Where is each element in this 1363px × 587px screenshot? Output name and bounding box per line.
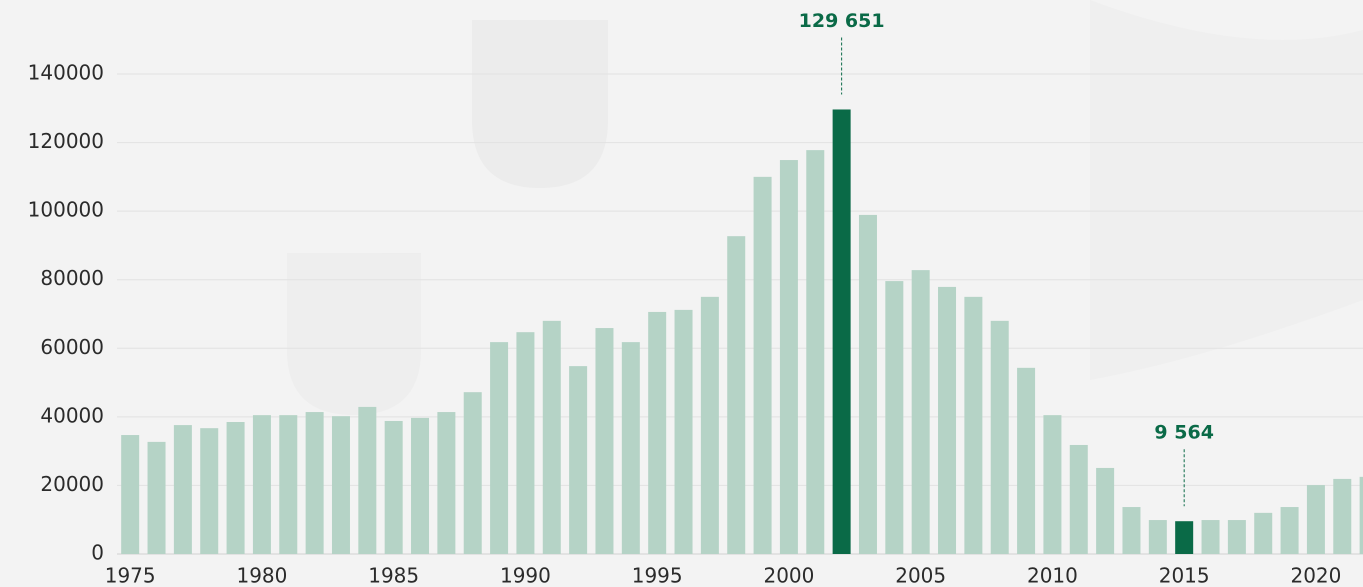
y-tick-label: 20000 <box>40 472 104 496</box>
bar <box>1017 368 1035 554</box>
bar <box>833 109 851 554</box>
bar <box>1228 520 1246 554</box>
bar <box>780 160 798 554</box>
bar <box>622 342 640 554</box>
bar <box>490 342 508 554</box>
bar <box>701 297 719 554</box>
bar <box>859 215 877 554</box>
bar <box>727 236 745 554</box>
bar <box>411 418 429 554</box>
bar <box>1122 507 1140 554</box>
value-label: 9 564 <box>1154 422 1214 444</box>
bar <box>885 281 903 554</box>
bar <box>332 416 350 554</box>
bar <box>648 312 666 554</box>
bar <box>1043 415 1061 554</box>
bar <box>991 321 1009 554</box>
bar <box>912 270 930 554</box>
bar <box>437 412 455 554</box>
bar <box>174 425 192 554</box>
bar <box>1333 479 1351 554</box>
bar <box>1254 513 1272 554</box>
bar <box>1175 521 1193 554</box>
chart: 0 20000 40000 60000 80000 100000 120000 140000 1… <box>0 0 1363 587</box>
bar <box>1202 520 1220 554</box>
bar <box>227 422 245 554</box>
x-tick-label: 2000 <box>763 564 814 587</box>
y-tick-label: 60000 <box>40 335 104 359</box>
bar <box>358 407 376 554</box>
bar <box>279 415 297 554</box>
bar <box>1307 485 1325 554</box>
y-tick-label: 80000 <box>40 266 104 290</box>
y-tick-label: 40000 <box>40 403 104 427</box>
x-tick-label: 1985 <box>368 564 419 587</box>
bar <box>543 321 561 554</box>
bar <box>806 150 824 554</box>
y-tick-label: 100000 <box>28 198 104 222</box>
bar <box>253 415 271 554</box>
x-tick-label: 2020 <box>1290 564 1341 587</box>
bar <box>1360 477 1363 554</box>
background-emblems <box>287 0 1363 415</box>
bar <box>306 412 324 554</box>
bar <box>569 366 587 554</box>
bar <box>1096 468 1114 554</box>
x-tick-label: 1990 <box>500 564 551 587</box>
x-tick-label: 1975 <box>105 564 156 587</box>
bar <box>938 287 956 554</box>
x-tick-label: 1995 <box>632 564 683 587</box>
x-tick-label: 1980 <box>236 564 287 587</box>
x-tick-label: 2005 <box>895 564 946 587</box>
bar <box>964 297 982 554</box>
bar <box>595 328 613 554</box>
y-tick-label: 120000 <box>28 129 104 153</box>
bar <box>464 392 482 554</box>
bar <box>1070 445 1088 554</box>
x-tick-label: 2010 <box>1027 564 1078 587</box>
bar <box>516 332 534 554</box>
bar <box>200 428 218 554</box>
bar <box>121 435 139 554</box>
bar <box>148 442 166 554</box>
value-label: 129 651 <box>799 10 885 32</box>
bar <box>754 177 772 554</box>
bar <box>385 421 403 554</box>
bar <box>1149 520 1167 554</box>
x-tick-label: 2015 <box>1159 564 1210 587</box>
page: {"chart_data": {"type": "bar", "x": [197… <box>0 0 1363 587</box>
y-tick-label: 140000 <box>28 61 104 85</box>
y-tick-label: 0 <box>91 541 104 565</box>
bar <box>675 310 693 554</box>
bar <box>1281 507 1299 554</box>
